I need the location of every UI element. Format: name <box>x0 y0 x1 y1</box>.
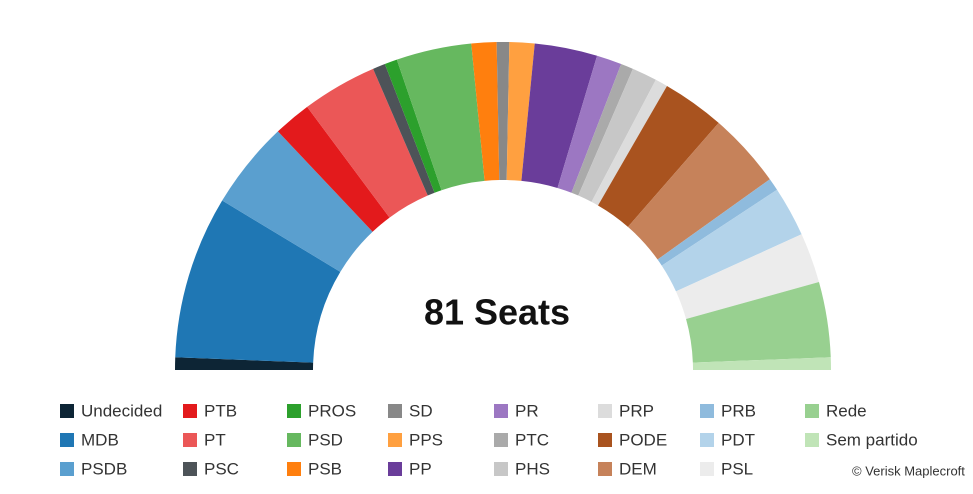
legend-swatch <box>287 404 301 418</box>
legend-swatch <box>494 433 508 447</box>
legend-swatch <box>700 404 714 418</box>
arc-segment <box>627 122 770 260</box>
arc-segment <box>384 59 442 193</box>
legend-swatch <box>287 462 301 476</box>
arc-segment <box>661 189 802 292</box>
legend-label: SD <box>409 401 433 420</box>
legend-swatch <box>598 404 612 418</box>
legend-swatch <box>700 462 714 476</box>
arc-segment <box>506 42 535 181</box>
credit: © Verisk Maplecroft <box>852 463 965 478</box>
arc-segment <box>557 55 622 193</box>
legend-label: PTB <box>204 401 237 420</box>
legend-swatch <box>598 462 612 476</box>
legend-swatch <box>805 433 819 447</box>
arc-segment <box>657 179 778 266</box>
legend-label: Sem partido <box>826 430 918 449</box>
legend-label: PPS <box>409 430 443 449</box>
legend-label: Undecided <box>81 401 162 420</box>
legend-swatch <box>183 433 197 447</box>
legend-label: PODE <box>619 430 667 449</box>
arc-segment <box>591 79 667 206</box>
arc-segment <box>496 42 510 181</box>
legend-label: PHS <box>515 459 550 478</box>
arc-segment <box>175 200 341 363</box>
arc-segment <box>307 68 428 218</box>
legend-swatch <box>805 404 819 418</box>
arc-segment <box>598 85 719 227</box>
legend-label: PDT <box>721 430 755 449</box>
legend-swatch <box>700 433 714 447</box>
center-label: 81 Seats <box>424 292 570 333</box>
arc-segment <box>396 43 485 191</box>
arc-segment <box>471 42 500 181</box>
arc-segment <box>277 106 390 232</box>
legend-label: PTC <box>515 430 549 449</box>
legend-label: PRP <box>619 401 654 420</box>
legend-label: PT <box>204 430 226 449</box>
legend-label: PSB <box>308 459 342 478</box>
legend-swatch <box>494 462 508 476</box>
legend-label: PR <box>515 401 539 420</box>
legend-label: Rede <box>826 401 867 420</box>
arc-segment <box>578 68 656 202</box>
legend-swatch <box>60 462 74 476</box>
legend-swatch <box>287 433 301 447</box>
legend-swatch <box>183 462 197 476</box>
legend-swatch <box>388 404 402 418</box>
legend-label: PP <box>409 459 432 478</box>
legend-label: PRB <box>721 401 756 420</box>
arc-segment <box>222 131 373 272</box>
legend-label: PSL <box>721 459 753 478</box>
legend-swatch <box>60 433 74 447</box>
legend-swatch <box>388 462 402 476</box>
arc-segment <box>675 234 819 320</box>
legend-label: PSDB <box>81 459 127 478</box>
arc-segment <box>686 282 831 363</box>
legend-swatch <box>494 404 508 418</box>
arc-segment <box>521 43 598 188</box>
legend-label: MDB <box>81 430 119 449</box>
arc-segment <box>692 357 831 370</box>
legend-swatch <box>183 404 197 418</box>
legend-label: PROS <box>308 401 356 420</box>
legend-label: PSC <box>204 459 239 478</box>
legend-swatch <box>60 404 74 418</box>
arc-segment <box>373 64 435 196</box>
legend-label: PSD <box>308 430 343 449</box>
arc-segment <box>571 64 633 196</box>
arc-segment <box>175 357 314 370</box>
legend-swatch <box>388 433 402 447</box>
legend-swatch <box>598 433 612 447</box>
legend-label: DEM <box>619 459 657 478</box>
